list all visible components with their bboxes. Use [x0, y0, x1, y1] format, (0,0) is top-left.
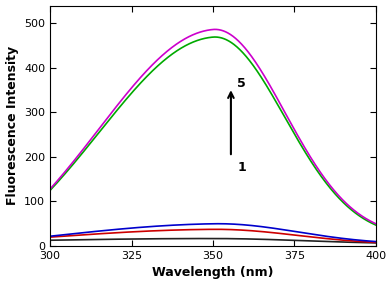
Text: 1: 1 [238, 161, 246, 174]
Y-axis label: Fluorescence Intensity: Fluorescence Intensity [5, 46, 18, 205]
X-axis label: Wavelength (nm): Wavelength (nm) [152, 266, 274, 280]
Text: 5: 5 [238, 77, 246, 90]
